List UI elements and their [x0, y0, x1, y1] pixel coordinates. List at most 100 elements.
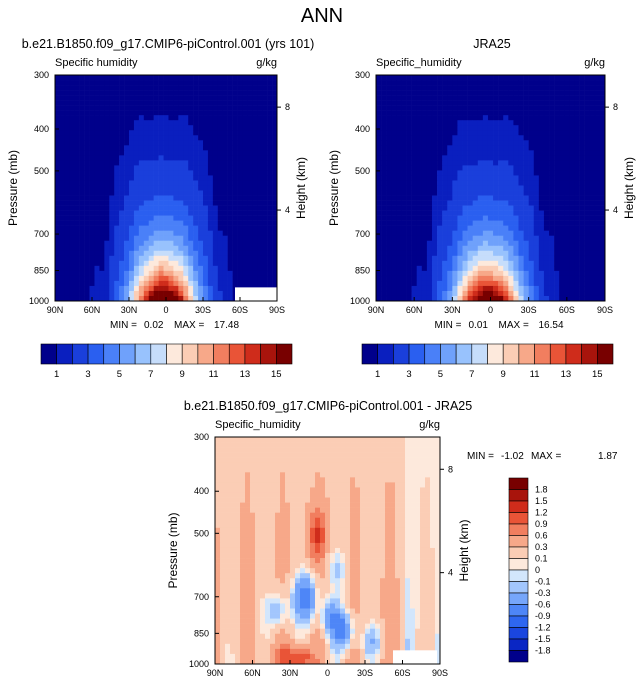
field-cell: [300, 437, 306, 443]
field-cell: [255, 442, 261, 448]
field-cell: [129, 110, 135, 116]
field-cell: [411, 290, 418, 297]
field-cell: [381, 170, 387, 176]
field-cell: [64, 260, 71, 267]
field-cell: [518, 155, 524, 161]
field-cell: [549, 235, 555, 242]
field-cell: [401, 205, 407, 211]
field-cell: [345, 462, 351, 468]
field-cell: [168, 165, 174, 171]
field-cell: [270, 522, 276, 529]
field-cell: [415, 497, 421, 503]
field-cell: [528, 160, 535, 166]
field-cell: [584, 125, 591, 131]
field-cell: [183, 275, 189, 282]
field-cell: [435, 517, 441, 524]
field-cell: [133, 125, 140, 131]
field-cell: [119, 110, 125, 116]
field-cell: [386, 230, 392, 237]
field-cell: [435, 522, 441, 529]
field-cell: [252, 145, 258, 151]
field-cell: [225, 512, 231, 519]
field-cell: [442, 100, 448, 106]
field-cell: [498, 290, 504, 297]
field-cell: [119, 125, 125, 131]
field-cell: [69, 145, 76, 151]
field-cell: [472, 220, 479, 226]
field-cell: [493, 130, 499, 136]
field-cell: [79, 175, 85, 181]
field-cell: [94, 275, 100, 282]
field-cell: [431, 135, 438, 141]
field-cell: [457, 85, 463, 91]
field-cell: [55, 255, 61, 262]
field-cell: [472, 210, 479, 216]
field-cell: [124, 235, 130, 242]
field-cell: [574, 205, 580, 211]
field-cell: [564, 270, 570, 277]
field-cell: [203, 120, 209, 126]
field-cell: [569, 275, 575, 282]
field-cell: [252, 165, 258, 171]
field-cell: [447, 180, 453, 186]
field-cell: [376, 75, 382, 81]
field-cell: [133, 80, 140, 86]
max-label: MAX =: [499, 320, 529, 331]
field-cell: [227, 255, 233, 262]
field-cell: [518, 180, 524, 186]
field-cell: [237, 145, 243, 151]
field-cell: [217, 235, 224, 242]
field-cell: [255, 507, 261, 513]
field-cell: [503, 215, 509, 221]
field-cell: [462, 290, 468, 297]
field-cell: [467, 290, 473, 297]
field-cell: [237, 260, 243, 267]
field-cell: [158, 260, 164, 267]
field-cell: [237, 280, 243, 287]
field-cell: [252, 185, 258, 191]
field-cell: [396, 280, 402, 287]
field-cell: [275, 512, 281, 519]
field-cell: [559, 155, 565, 161]
field-cell: [376, 160, 382, 166]
field-cell: [55, 280, 61, 287]
field-cell: [482, 130, 489, 136]
field-cell: [569, 110, 575, 116]
field-cell: [405, 487, 411, 493]
field-cell: [482, 215, 489, 221]
field-cell: [138, 245, 145, 252]
field-cell: [74, 135, 80, 141]
field-cell: [250, 437, 256, 443]
field-cell: [310, 502, 316, 508]
field-cell: [406, 235, 412, 242]
field-cell: [528, 115, 535, 121]
field-cell: [217, 295, 224, 302]
field-cell: [467, 230, 473, 237]
field-cell: [589, 230, 596, 237]
field-cell: [217, 145, 224, 151]
field-cell: [386, 265, 392, 272]
field-cell: [89, 170, 95, 176]
field-cell: [462, 220, 468, 226]
field-cell: [168, 200, 174, 206]
field-cell: [395, 437, 401, 443]
field-cell: [158, 165, 164, 171]
field-cell: [477, 145, 484, 151]
field-cell: [426, 260, 433, 267]
field-cell: [64, 100, 71, 106]
field-cell: [401, 245, 407, 252]
field-cell: [599, 100, 606, 106]
field-cell: [153, 80, 159, 86]
field-cell: [235, 497, 241, 503]
field-cell: [89, 150, 95, 156]
field-cell: [69, 290, 76, 297]
field-cell: [493, 115, 499, 121]
field-cell: [335, 452, 341, 458]
field-cell: [84, 230, 90, 237]
field-cell: [503, 110, 509, 116]
field-cell: [109, 240, 115, 247]
field-cell: [523, 120, 529, 126]
field-cell: [477, 295, 484, 302]
colorbar-tick-label: 13: [240, 369, 251, 380]
field-cell: [599, 255, 606, 262]
